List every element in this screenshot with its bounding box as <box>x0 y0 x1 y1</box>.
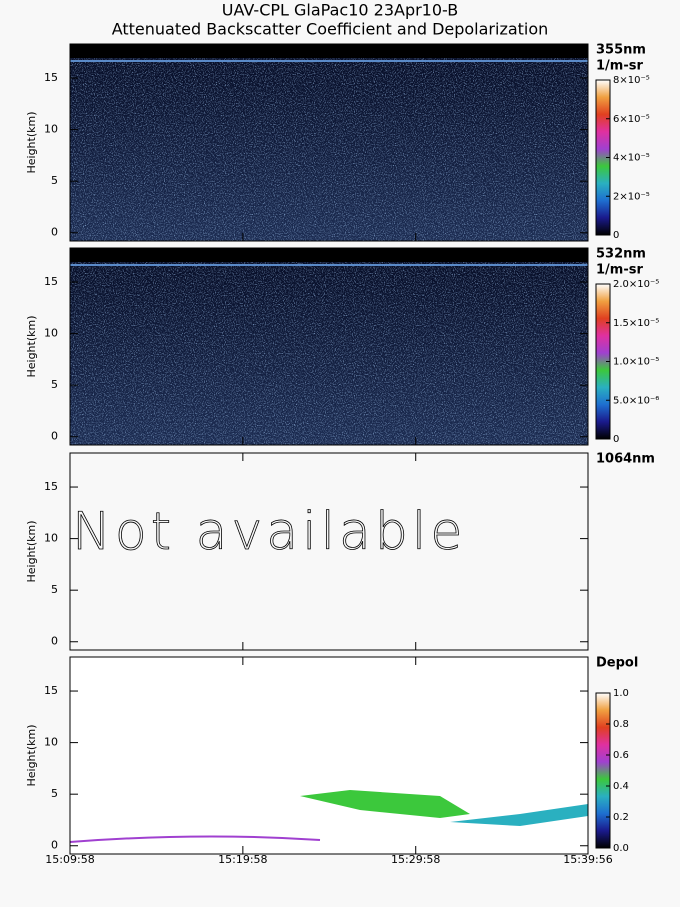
unit-label: 1/m-sr <box>596 263 643 278</box>
colorbar-tick-label: 0.0 <box>613 843 629 854</box>
y-tick-label: 15 <box>44 684 58 697</box>
colorbar-tick-label: 5.0×10⁻⁶ <box>613 395 659 406</box>
top-band <box>70 248 588 262</box>
colorbar-tick-label: 1.0×10⁻⁵ <box>613 357 659 368</box>
colorbar-tick-label: 0 <box>613 434 619 445</box>
y-tick-label: 10 <box>44 327 58 340</box>
depol-feature <box>69 835 321 843</box>
plot-frame <box>69 43 589 242</box>
y-tick-label: 15 <box>44 480 58 493</box>
y-tick-label: 0 <box>51 226 58 239</box>
y-axis-label: Height(km) <box>25 724 38 786</box>
not-available: Not available <box>72 502 466 562</box>
chart-title: UAV-CPL GlaPac10 23Apr10-B <box>222 1 458 20</box>
y-tick-label: 0 <box>51 635 58 648</box>
panel-label: 355nm <box>596 43 646 58</box>
y-axis-label: Height(km) <box>25 520 38 582</box>
colorbar-tick-label: 0.4 <box>613 781 629 792</box>
panel-label: 1064nm <box>596 452 655 467</box>
colorbar-tick-label: 6×10⁻⁵ <box>613 114 650 125</box>
unit-label: 1/m-sr <box>596 59 643 74</box>
colorbar-tick-label: 8×10⁻⁵ <box>613 75 650 86</box>
x-tick-label: 15:39:56 <box>563 853 612 866</box>
x-tick-label: 15:19:58 <box>218 853 267 866</box>
depol-feature <box>300 790 470 818</box>
y-tick-label: 0 <box>51 430 58 443</box>
colorbar-tick-label: 1.5×10⁻⁵ <box>613 318 659 329</box>
backscatter-speckle <box>70 58 588 241</box>
colorbar-tick-label: 0.6 <box>613 750 629 761</box>
y-tick-label: 10 <box>44 736 58 749</box>
colorbar-tick-label: 1.0 <box>613 688 629 699</box>
plot-frame <box>69 656 589 855</box>
colorbar-tick-label: 0.2 <box>613 812 629 823</box>
y-axis-label: Height(km) <box>25 315 38 377</box>
y-tick-label: 5 <box>51 174 58 187</box>
colorbar-tick-label: 2.0×10⁻⁵ <box>613 279 659 290</box>
y-tick-label: 0 <box>51 839 58 852</box>
y-tick-label: 15 <box>44 71 58 84</box>
y-tick-label: 15 <box>44 275 58 288</box>
panel-label: 532nm <box>596 247 646 262</box>
colorbar-tick-label: 4×10⁻⁵ <box>613 153 650 164</box>
plot-frame <box>69 247 589 446</box>
y-axis-label: Height(km) <box>25 111 38 173</box>
x-tick-label: 15:09:58 <box>45 853 94 866</box>
colorbar <box>595 692 611 849</box>
y-tick-label: 5 <box>51 378 58 391</box>
backscatter-speckle <box>70 262 588 445</box>
colorbar-tick-label: 0 <box>613 230 619 241</box>
top-band <box>70 44 588 58</box>
x-tick-label: 15:29:58 <box>391 853 440 866</box>
chart-subtitle: Attenuated Backscatter Coefficient and D… <box>112 20 549 39</box>
y-tick-label: 10 <box>44 123 58 136</box>
depol-feature <box>450 804 588 826</box>
colorbar-tick-label: 0.8 <box>613 719 629 730</box>
colorbar-tick-label: 2×10⁻⁵ <box>613 191 650 202</box>
y-tick-label: 5 <box>51 787 58 800</box>
panel-label: Depol <box>596 656 638 671</box>
y-tick-label: 10 <box>44 532 58 545</box>
plot-frame <box>69 452 589 651</box>
y-tick-label: 5 <box>51 583 58 596</box>
